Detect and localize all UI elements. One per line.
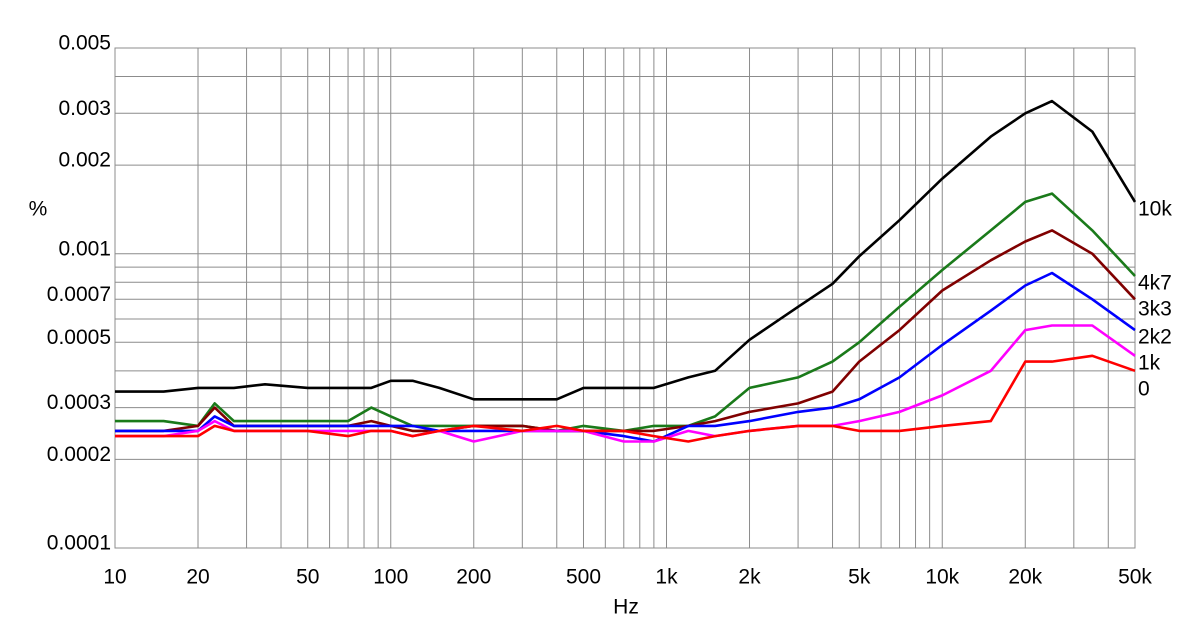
x-tick-label: 20 [186,566,209,589]
x-tick-label: 500 [566,566,601,589]
y-tick-label: 0.002 [58,149,111,172]
x-tick-label: 20k [1008,566,1042,589]
series-line [115,354,1136,443]
y-tick-label: 0.0007 [47,283,111,306]
series-line [115,99,1137,401]
x-tick-label: 2k [738,566,761,589]
y-axis-label: % [29,198,48,221]
y-tick-label: 0.003 [58,97,111,120]
x-tick-label: 50 [296,566,319,589]
y-tick-label: 0.0003 [47,391,111,414]
y-tick-label: 0.005 [58,32,111,55]
y-tick-label: 0.0002 [47,443,111,466]
x-tick-label: 100 [373,566,408,589]
y-tick-label: 0.0001 [47,532,111,555]
series-label: 10k [1138,197,1172,220]
y-tick-label: 0.001 [58,237,111,260]
x-tick-label: 50k [1118,566,1152,589]
series-label: 4k7 [1138,272,1172,295]
series-label: 2k2 [1138,326,1172,349]
x-tick-label: 10 [103,566,126,589]
series-label: 3k3 [1138,298,1172,321]
x-tick-label: 1k [655,566,678,589]
series-label: 1k [1138,352,1161,375]
y-tick-label: 0.0005 [47,326,111,349]
x-tick-label: 10k [925,566,959,589]
x-tick-label: 5k [848,566,871,589]
x-axis-label: Hz [613,596,639,619]
x-tick-label: 200 [456,566,491,589]
series-line [115,192,1136,433]
plot-area [114,47,1136,549]
series-label: 0 [1138,378,1150,401]
